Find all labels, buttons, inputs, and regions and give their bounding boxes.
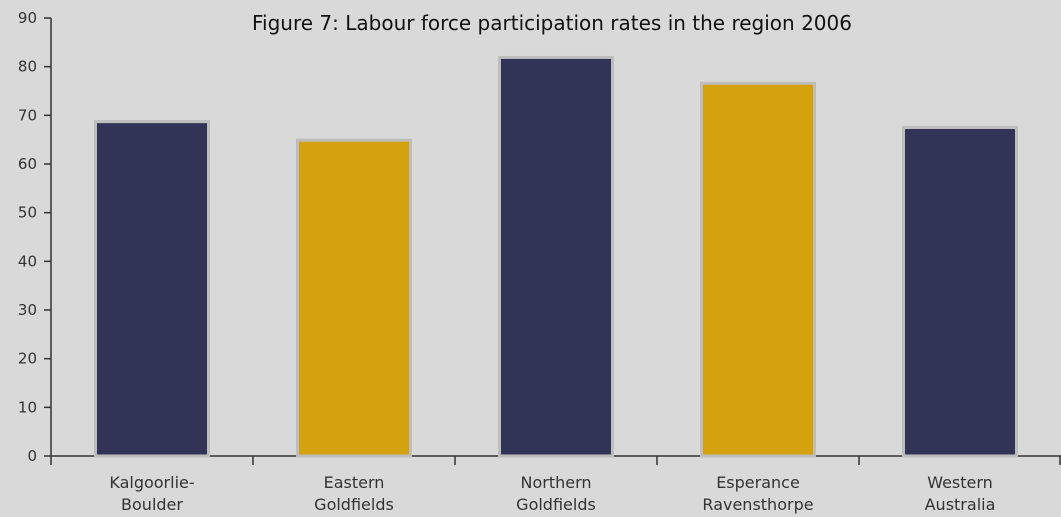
y-tick-label: 40 bbox=[18, 252, 37, 270]
bar bbox=[296, 138, 412, 458]
bar bbox=[902, 126, 1018, 458]
y-tick-label: 80 bbox=[18, 58, 37, 76]
y-tick-label: 20 bbox=[18, 350, 37, 368]
x-category-label: Goldfields bbox=[516, 495, 596, 514]
x-category-label: Ravensthorpe bbox=[702, 495, 813, 514]
x-category-label: Kalgoorlie- bbox=[109, 473, 194, 492]
y-axis: 0 10 20 30 40 50 60 70 80 90 bbox=[18, 9, 52, 465]
y-tick-label: 60 bbox=[18, 155, 37, 173]
category-labels: Kalgoorlie- Boulder Eastern Goldfields North… bbox=[109, 473, 995, 514]
y-tick-label: 50 bbox=[18, 204, 37, 222]
bars bbox=[94, 55, 1018, 458]
y-tick-label: 90 bbox=[18, 9, 37, 27]
x-category-label: Goldfields bbox=[314, 495, 394, 514]
y-tick-label: 30 bbox=[18, 301, 37, 319]
x-category-label: Australia bbox=[925, 495, 996, 514]
chart-title: Figure 7: Labour force participation rat… bbox=[252, 11, 852, 35]
bar bbox=[498, 55, 614, 458]
y-tick-label: 70 bbox=[18, 106, 37, 124]
x-category-label: Eastern bbox=[324, 473, 385, 492]
x-category-label: Boulder bbox=[121, 495, 183, 514]
x-category-label: Northern bbox=[520, 473, 591, 492]
x-category-label: Esperance bbox=[716, 473, 800, 492]
x-category-label: Western bbox=[927, 473, 993, 492]
y-tick-label: 0 bbox=[27, 447, 37, 465]
bar bbox=[94, 120, 210, 458]
bar bbox=[700, 81, 816, 458]
y-tick-label: 10 bbox=[18, 398, 37, 416]
